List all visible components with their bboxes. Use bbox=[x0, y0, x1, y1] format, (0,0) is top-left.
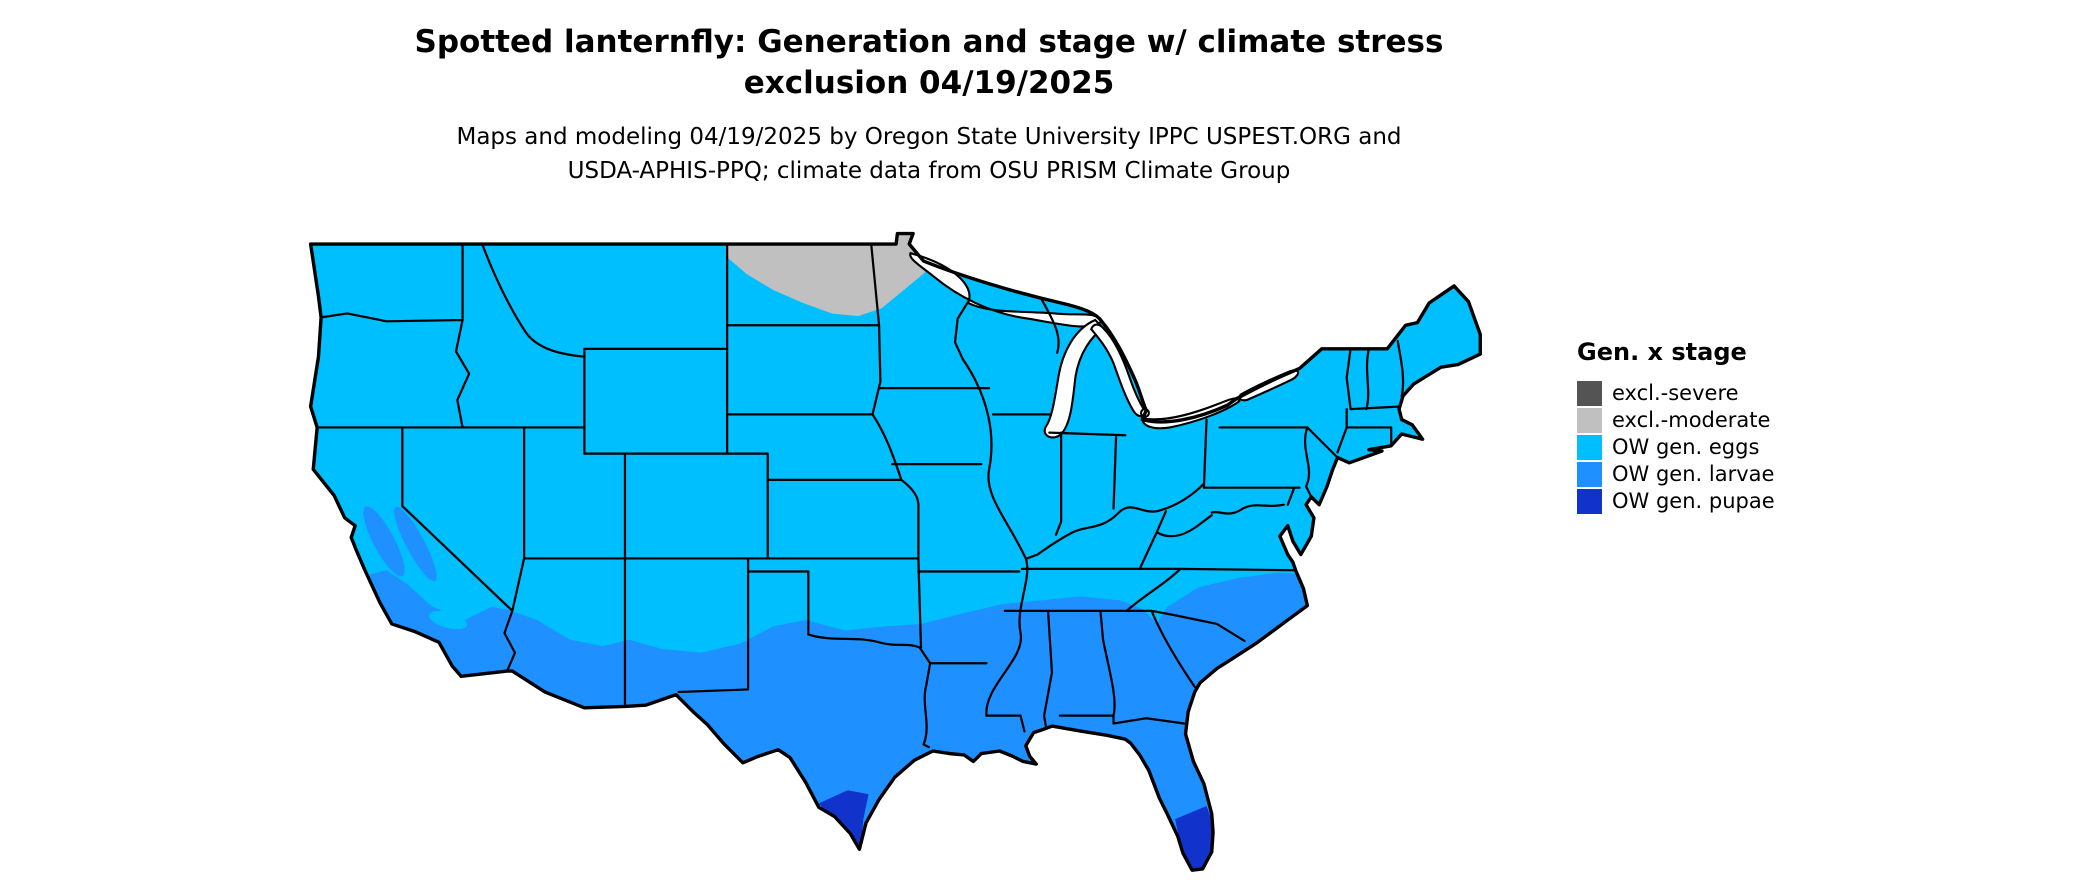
map-legend: Gen. x stage excl.-severe excl.-moderate… bbox=[1577, 338, 1775, 515]
us-map-svg bbox=[308, 231, 1482, 872]
page-title: Spotted lanternfly: Generation and stage… bbox=[415, 22, 1444, 104]
state-borders bbox=[316, 242, 1405, 749]
us-map bbox=[308, 227, 1513, 882]
legend-swatch-ow-pupae bbox=[1577, 488, 1602, 514]
legend-title: Gen. x stage bbox=[1577, 338, 1747, 366]
legend-swatch-excl-moderate bbox=[1577, 407, 1602, 433]
legend-item-excl-moderate: excl.-moderate bbox=[1577, 407, 1775, 433]
legend-item-ow-pupae: OW gen. pupae bbox=[1577, 488, 1775, 514]
title-line-2: exclusion 04/19/2025 bbox=[743, 65, 1115, 101]
us-outline bbox=[308, 231, 1482, 872]
title-line-1: Spotted lanternfly: Generation and stage… bbox=[414, 24, 1444, 60]
region-ow-eggs bbox=[310, 233, 1481, 871]
lake-michigan bbox=[1043, 318, 1105, 439]
page-subtitle: Maps and modeling 04/19/2025 by Oregon S… bbox=[456, 120, 1401, 188]
socal-mountain-patch bbox=[429, 610, 468, 630]
subtitle-line-2: USDA-APHIS-PPQ; climate data from OSU PR… bbox=[567, 158, 1291, 184]
legend-swatch-ow-eggs bbox=[1577, 434, 1602, 460]
legend-label-excl-severe: excl.-severe bbox=[1612, 381, 1739, 405]
legend-item-ow-larvae: OW gen. larvae bbox=[1577, 461, 1775, 487]
state-borders-midwest bbox=[953, 297, 1206, 717]
state-borders-west bbox=[316, 242, 921, 708]
legend-label-ow-eggs: OW gen. eggs bbox=[1612, 435, 1760, 459]
legend-item-ow-eggs: OW gen. eggs bbox=[1577, 434, 1775, 460]
legend-label-excl-moderate: excl.-moderate bbox=[1612, 408, 1771, 432]
state-borders-east bbox=[1138, 339, 1405, 571]
legend-swatch-ow-larvae bbox=[1577, 461, 1602, 487]
sierra-patch bbox=[394, 506, 437, 582]
legend-label-ow-pupae: OW gen. pupae bbox=[1612, 489, 1775, 513]
state-borders-plains bbox=[726, 242, 1021, 649]
region-ow-pupae-south-texas bbox=[818, 790, 869, 850]
legend-label-ow-larvae: OW gen. larvae bbox=[1612, 462, 1775, 486]
subtitle-line-1: Maps and modeling 04/19/2025 by Oregon S… bbox=[456, 124, 1402, 150]
central-valley-patch bbox=[363, 506, 405, 577]
state-borders-south bbox=[918, 567, 1297, 749]
legend-swatch-excl-severe bbox=[1577, 380, 1602, 406]
lake-huron bbox=[1090, 323, 1146, 418]
legend-item-excl-severe: excl.-severe bbox=[1577, 380, 1775, 406]
